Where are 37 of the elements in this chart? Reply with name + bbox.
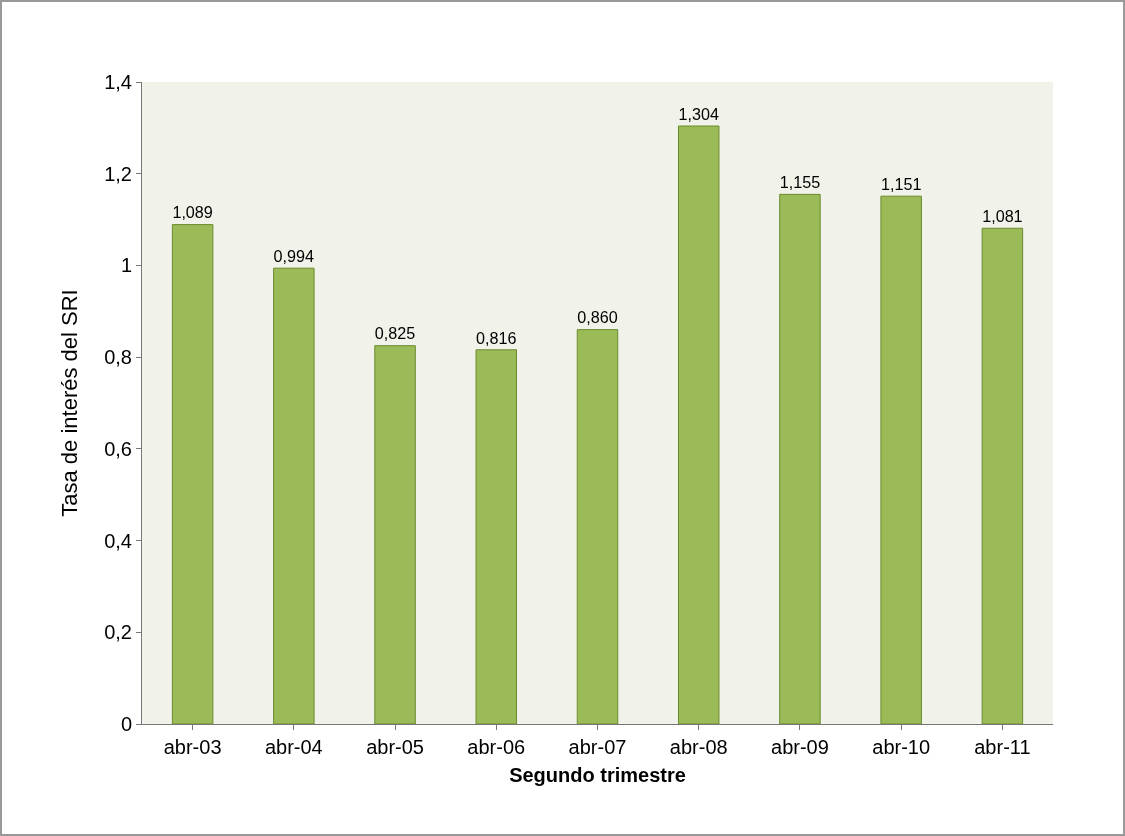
bar [374, 345, 416, 724]
x-tick-label: abr-09 [771, 736, 829, 758]
data-label: 1,081 [982, 207, 1023, 226]
bar [171, 224, 214, 724]
y-tick-label: 1,2 [104, 162, 132, 185]
bar [779, 193, 821, 724]
data-label: 1,089 [172, 203, 213, 222]
bar [576, 329, 619, 724]
data-label: 0,816 [476, 328, 517, 347]
y-tick-label: 1 [120, 254, 132, 277]
y-tick-label: 0,8 [104, 346, 132, 369]
bar [880, 195, 922, 724]
x-tick-label: abr-10 [872, 736, 931, 758]
y-tick-label: 1,4 [104, 71, 132, 93]
x-tick-label: abr-05 [366, 736, 424, 758]
data-label: 0,994 [273, 246, 315, 265]
data-label: 1,304 [678, 104, 719, 123]
x-tick-label: abr-04 [264, 736, 323, 758]
y-tick-label: 0,4 [104, 529, 132, 552]
bar [273, 267, 315, 724]
bar [981, 227, 1024, 724]
x-tick-label: abr-11 [974, 736, 1031, 758]
y-tick-label: 0 [120, 713, 132, 735]
y-tick-label: 0,2 [104, 621, 132, 644]
data-label: 0,860 [577, 308, 618, 327]
x-tick-label: abr-03 [163, 736, 222, 758]
x-tick-label: abr-07 [568, 736, 627, 758]
bar [475, 349, 518, 724]
x-tick-label: abr-08 [669, 736, 728, 758]
data-label: 0,825 [374, 324, 416, 343]
data-label: 1,155 [779, 173, 821, 192]
y-tick-label: 0,6 [104, 437, 132, 460]
bar [677, 125, 720, 724]
x-axis-title: Segundo trimestre [509, 763, 686, 786]
x-tick-label: abr-06 [467, 736, 526, 758]
data-label: 1,151 [880, 174, 922, 193]
y-axis-title: Tasa de interés del SRI [56, 289, 82, 517]
